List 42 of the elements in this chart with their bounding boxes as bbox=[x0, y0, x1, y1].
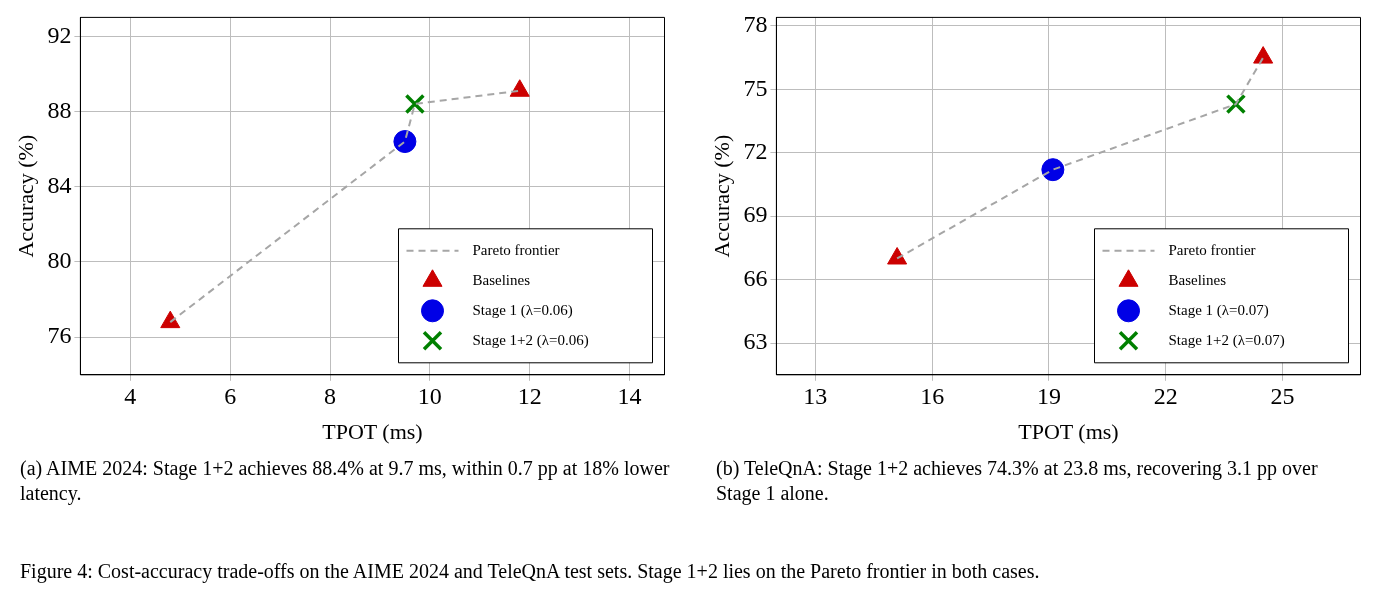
legend-label: Pareto frontier bbox=[472, 241, 560, 258]
legend-label: Stage 1+2 (λ=0.07) bbox=[1168, 331, 1285, 349]
caption: Figure 4: Cost-accuracy trade-offs on the AIME 2024 and TeleQnA test sets. Stage 1+2 lies on the Pareto frontier in both cases. bbox=[20, 560, 1040, 583]
point bbox=[160, 310, 181, 329]
text: (b) TeleQnA: Stage 1+2 achieves 74.3% at 23.8 ms, recovering 3.1 pp over Stage 1 alone. bbox=[716, 456, 1319, 506]
legend-label: Stage 1 (λ=0.07) bbox=[1168, 301, 1269, 319]
x-tick-label: 6 bbox=[224, 383, 237, 410]
legend-label: Pareto frontier bbox=[1168, 241, 1256, 258]
legend-label: Baselines bbox=[1168, 271, 1227, 288]
x-axis-title: TPOT (ms) bbox=[322, 418, 423, 444]
legend-label: Stage 1+2 (λ=0.06) bbox=[472, 331, 589, 349]
text: (a) AIME 2024: Stage 1+2 achieves 88.4% at 9.7 ms, within 0.7 pp at 18% lower latency. bbox=[20, 456, 670, 506]
y-tick-label: 75 bbox=[743, 74, 768, 101]
x-tick-label: 22 bbox=[1153, 383, 1178, 410]
point bbox=[887, 246, 908, 265]
x-tick-label: 4 bbox=[124, 383, 137, 410]
y-tick-label: 88 bbox=[47, 96, 72, 123]
y-tick-label: 76 bbox=[47, 322, 72, 349]
x-tick-label: 25 bbox=[1270, 383, 1295, 410]
y-tick-label: 72 bbox=[743, 138, 768, 165]
x-tick-label: 13 bbox=[803, 383, 828, 410]
y-tick-label: 80 bbox=[47, 247, 72, 274]
legend-label: Stage 1 (λ=0.06) bbox=[472, 301, 573, 319]
x-tick-label: 8 bbox=[324, 383, 337, 410]
point bbox=[1041, 158, 1065, 182]
y-tick-label: 63 bbox=[743, 328, 768, 355]
point bbox=[393, 130, 417, 154]
y-tick-label: 92 bbox=[47, 21, 72, 48]
x-tick-label: 19 bbox=[1036, 383, 1061, 410]
x-tick-label: 10 bbox=[417, 383, 442, 410]
y-axis-title: Accuracy (%) bbox=[708, 134, 734, 258]
x-axis-title: TPOT (ms) bbox=[1018, 418, 1119, 444]
legend-label: Baselines bbox=[472, 271, 531, 288]
x-tick-label: 14 bbox=[617, 383, 642, 410]
x-tick-label: 12 bbox=[517, 383, 542, 410]
x-tick-label: 16 bbox=[920, 383, 945, 410]
y-tick-label: 66 bbox=[743, 264, 768, 291]
y-tick-label: 78 bbox=[743, 11, 768, 38]
point bbox=[404, 93, 426, 115]
y-axis-title: Accuracy (%) bbox=[12, 134, 38, 258]
y-tick-label: 84 bbox=[47, 171, 72, 198]
y-tick-label: 69 bbox=[743, 201, 768, 228]
